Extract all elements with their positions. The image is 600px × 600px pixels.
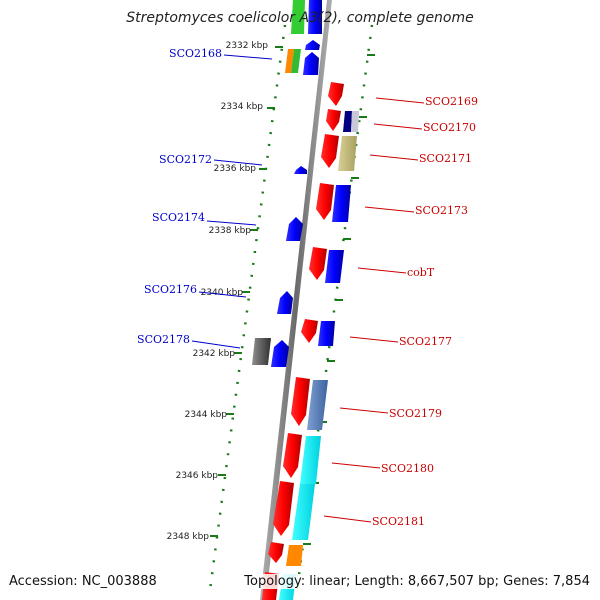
gene-feature[interactable] [338, 136, 357, 171]
gene-feature[interactable] [351, 111, 359, 132]
gene-label[interactable]: SCO2177 [399, 335, 452, 348]
gene-feature[interactable] [291, 49, 301, 73]
gene-feature[interactable] [332, 185, 351, 222]
left-gene-labels: SCO2168 SCO2172 SCO2174 SCO2176 SCO2178 [137, 47, 222, 346]
gene-label[interactable]: SCO2168 [169, 47, 222, 60]
gene-label[interactable]: SCO2176 [144, 283, 197, 296]
gene-feature[interactable] [309, 247, 327, 280]
ruler-tick-label: 2334 kbp [221, 102, 264, 112]
gene-feature[interactable] [328, 82, 344, 106]
genome-backbone [260, 0, 332, 600]
gene-feature[interactable] [286, 217, 303, 241]
accession-text: Accession: NC_003888 [9, 574, 157, 589]
topology-text: Topology: linear; Length: 8,667,507 bp; … [242, 574, 590, 589]
gene-feature[interactable] [273, 481, 294, 536]
colored-gene-features [252, 0, 359, 600]
map-title: Streptomyces coelicolor A3(2), complete … [126, 10, 474, 26]
gene-label[interactable]: SCO2171 [419, 152, 472, 165]
gene-label[interactable]: SCO2180 [381, 462, 434, 475]
gene-feature[interactable] [305, 40, 320, 50]
ruler-tick-marks [210, 46, 283, 537]
gene-feature[interactable] [307, 380, 328, 430]
gene-feature[interactable] [268, 542, 284, 563]
gene-feature[interactable] [294, 166, 307, 174]
gene-feature[interactable] [308, 0, 322, 34]
ruler-tick-label: 2342 kbp [193, 349, 236, 359]
gene-feature[interactable] [252, 338, 271, 365]
ruler-tick-label: 2344 kbp [185, 410, 228, 420]
gene-feature[interactable] [325, 250, 344, 283]
gene-feature[interactable] [303, 52, 319, 75]
right-gene-labels: SCO2169 SCO2170 SCO2171 SCO2173 cobT SCO… [372, 95, 478, 528]
ruler-tick-label: 2346 kbp [176, 471, 219, 481]
ruler-tick-label: 2332 kbp [226, 41, 269, 51]
gene-label[interactable]: SCO2178 [137, 333, 190, 346]
gene-feature[interactable] [300, 436, 321, 484]
gene-feature[interactable] [343, 111, 352, 132]
gene-feature[interactable] [271, 340, 289, 367]
ruler-tick-label: 2340 kbp [201, 288, 244, 298]
gene-label[interactable]: SCO2169 [425, 95, 478, 108]
gene-label[interactable]: SCO2181 [372, 515, 425, 528]
left-leader-lines [191, 54, 273, 349]
gene-feature[interactable] [292, 484, 315, 540]
ruler-labels: 2332 kbp 2334 kbp 2336 kbp 2338 kbp 2340… [167, 41, 269, 542]
ruler-tick-label: 2338 kbp [209, 226, 252, 236]
right-leader-lines [323, 97, 425, 523]
gene-feature[interactable] [283, 433, 302, 478]
gene-label[interactable]: SCO2170 [423, 121, 476, 134]
ruler-tick-label: 2348 kbp [167, 532, 210, 542]
gene-feature[interactable] [301, 319, 318, 343]
gene-label[interactable]: SCO2172 [159, 153, 212, 166]
gene-feature[interactable] [291, 0, 305, 34]
minus-strand-genes [271, 40, 320, 367]
gene-label[interactable]: SCO2174 [152, 211, 205, 224]
gene-label[interactable]: cobT [407, 266, 435, 279]
gene-feature[interactable] [286, 545, 303, 566]
gene-feature[interactable] [291, 377, 310, 426]
gene-label[interactable]: SCO2173 [415, 204, 468, 217]
plus-strand-genes [262, 82, 344, 600]
ruler-tick-label: 2336 kbp [214, 164, 257, 174]
gene-feature[interactable] [316, 183, 334, 220]
gene-feature[interactable] [326, 109, 341, 131]
gene-feature[interactable] [321, 134, 339, 168]
gene-label[interactable]: SCO2179 [389, 407, 442, 420]
gene-feature[interactable] [318, 321, 335, 346]
gene-feature[interactable] [277, 291, 293, 314]
